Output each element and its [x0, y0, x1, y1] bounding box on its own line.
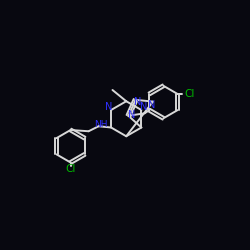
Text: N: N — [140, 102, 147, 113]
Text: Cl: Cl — [185, 89, 195, 99]
Text: Cl: Cl — [66, 164, 76, 174]
Text: N: N — [148, 100, 156, 110]
Text: N: N — [106, 102, 113, 113]
Text: N: N — [128, 110, 135, 120]
Text: NH: NH — [94, 120, 108, 129]
Text: N: N — [134, 97, 142, 107]
